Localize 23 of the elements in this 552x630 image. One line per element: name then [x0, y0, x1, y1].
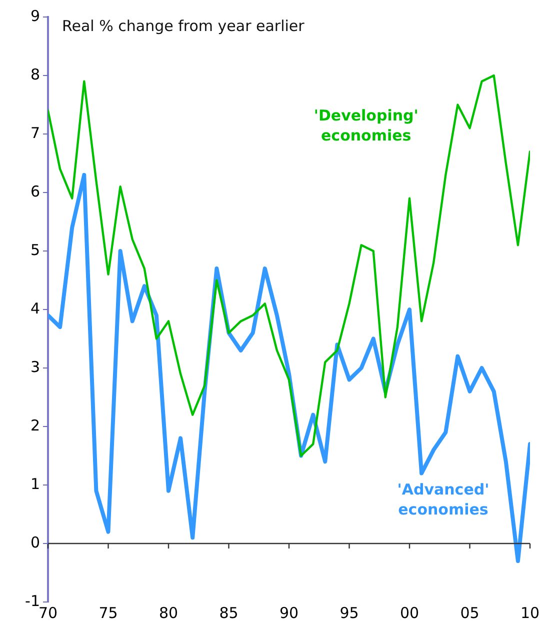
y-tick-label: 5: [30, 240, 40, 259]
x-tick-label: 05: [460, 604, 480, 622]
x-tick-label: 90: [279, 604, 299, 622]
y-tick-label: 3: [30, 358, 40, 376]
x-tick-label: 95: [340, 604, 359, 622]
x-tick-label: 70: [38, 604, 58, 622]
x-tick-label: 00: [400, 604, 420, 622]
y-tick-label: 1: [30, 474, 40, 493]
y-tick-label: -1: [25, 592, 40, 610]
text: 'Developing' economies: [314, 106, 418, 144]
y-tick-label: 9: [30, 6, 40, 25]
y-tick-label: 7: [30, 124, 40, 142]
x-tick-label: 75: [98, 604, 118, 622]
x-tick-label: 10: [520, 604, 540, 622]
y-tick-label: 8: [30, 65, 40, 84]
chart-title: Real % change from year earlier: [62, 16, 306, 35]
x-tick-label: 80: [158, 604, 178, 622]
y-tick-label: 2: [30, 416, 40, 434]
x-tick-label: 85: [219, 604, 238, 622]
y-tick-label: 4: [30, 299, 40, 318]
y-tick-label: 6: [30, 182, 40, 200]
series-label: 'Advanced' economies: [397, 480, 490, 519]
y-tick-label: 0: [30, 533, 40, 552]
